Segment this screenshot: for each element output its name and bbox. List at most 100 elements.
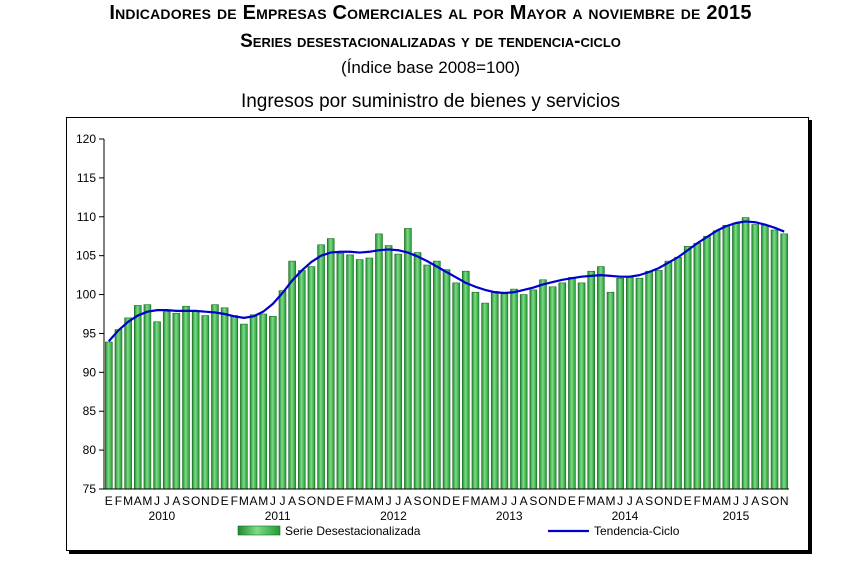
x-month-label: A — [134, 494, 142, 508]
bar — [626, 277, 634, 490]
bar — [355, 259, 364, 490]
bar — [153, 321, 161, 490]
x-month-label: M — [586, 494, 596, 508]
main-title: Indicadores de Empresas Comerciales al p… — [109, 2, 752, 24]
x-year-label: 2012 — [380, 509, 407, 523]
x-month-label: J — [395, 494, 401, 508]
x-month-label: E — [221, 494, 229, 508]
bar — [143, 304, 152, 490]
bar — [481, 302, 489, 490]
x-month-label: A — [751, 494, 759, 508]
bar — [683, 246, 692, 490]
legend-bar-swatch — [237, 525, 281, 536]
bar — [780, 233, 788, 490]
bar — [394, 253, 403, 490]
x-month-label: M — [258, 494, 268, 508]
main-subtitle: Series desestacionalizadas y de tendenci… — [240, 31, 621, 52]
bar — [249, 314, 258, 490]
x-month-label: O — [770, 494, 779, 508]
legend-line-label: Tendencia-Ciclo — [594, 524, 680, 538]
y-tick-label: 100 — [76, 288, 96, 302]
bar — [645, 270, 653, 490]
x-month-label: J — [511, 494, 517, 508]
bar — [298, 270, 306, 490]
x-month-label: E — [336, 494, 344, 508]
bar — [211, 304, 219, 490]
bar — [375, 233, 383, 490]
bar — [587, 270, 595, 490]
x-month-label: M — [702, 494, 712, 508]
bar — [471, 291, 480, 490]
x-month-label: F — [231, 494, 238, 508]
bar — [365, 257, 374, 490]
y-tick-label: 75 — [83, 482, 97, 496]
y-tick-label: 110 — [77, 210, 96, 224]
bar — [278, 290, 287, 490]
bar — [404, 228, 412, 490]
x-month-label: N — [433, 494, 442, 508]
bar — [751, 224, 760, 490]
x-month-label: S — [645, 494, 653, 508]
x-month-label: F — [115, 494, 122, 508]
bar — [384, 245, 393, 490]
bar — [703, 235, 711, 490]
x-month-label: D — [326, 494, 335, 508]
x-month-label: O — [654, 494, 663, 508]
bar — [635, 277, 644, 490]
index-base-note: (Índice base 2008=100) — [340, 58, 521, 77]
bar — [606, 291, 615, 490]
x-month-label: N — [548, 494, 557, 508]
x-month-label: J — [627, 494, 633, 508]
bar — [336, 253, 345, 490]
x-month-label: D — [558, 494, 567, 508]
x-year-label: 2013 — [496, 509, 523, 523]
x-month-label: J — [154, 494, 160, 508]
bar — [490, 291, 499, 490]
x-month-label: F — [578, 494, 585, 508]
bar — [510, 288, 518, 490]
bar — [230, 315, 239, 490]
x-month-label: O — [307, 494, 316, 508]
x-month-label: A — [520, 494, 528, 508]
bar — [732, 222, 740, 490]
x-month-label: M — [606, 494, 616, 508]
x-month-label: E — [568, 494, 576, 508]
x-month-label: A — [635, 494, 643, 508]
x-month-label: N — [780, 494, 789, 508]
bar — [240, 323, 248, 490]
bar — [259, 313, 267, 490]
bar — [741, 217, 750, 490]
legend-bar-label: Serie Desestacionalizada — [285, 524, 421, 538]
bar — [597, 266, 605, 490]
bar — [529, 289, 538, 490]
x-month-label: D — [674, 494, 683, 508]
bar — [712, 230, 721, 490]
bar — [220, 307, 229, 490]
chart-title: Ingresos por suministro de bienes y serv… — [240, 91, 621, 112]
x-year-label: 2014 — [612, 509, 639, 523]
y-tick-label: 105 — [76, 249, 96, 263]
bar — [674, 256, 682, 490]
bar — [568, 277, 576, 490]
x-month-label: S — [182, 494, 190, 508]
x-month-label: A — [481, 494, 489, 508]
bar — [191, 311, 200, 490]
x-month-label: N — [317, 494, 326, 508]
bar — [577, 282, 586, 490]
x-month-label: E — [684, 494, 692, 508]
bar — [326, 238, 335, 490]
x-month-label: S — [761, 494, 769, 508]
x-month-label: M — [490, 494, 500, 508]
x-month-label: M — [470, 494, 480, 508]
x-month-label: M — [142, 494, 152, 508]
x-month-label: M — [374, 494, 384, 508]
y-tick-label: 85 — [83, 404, 97, 418]
x-month-label: S — [298, 494, 306, 508]
x-month-label: A — [404, 494, 412, 508]
x-month-label: J — [270, 494, 276, 508]
x-month-label: O — [538, 494, 547, 508]
bar — [654, 270, 663, 490]
x-month-label: S — [414, 494, 422, 508]
x-month-label: D — [211, 494, 220, 508]
x-year-label: 2011 — [265, 509, 291, 523]
